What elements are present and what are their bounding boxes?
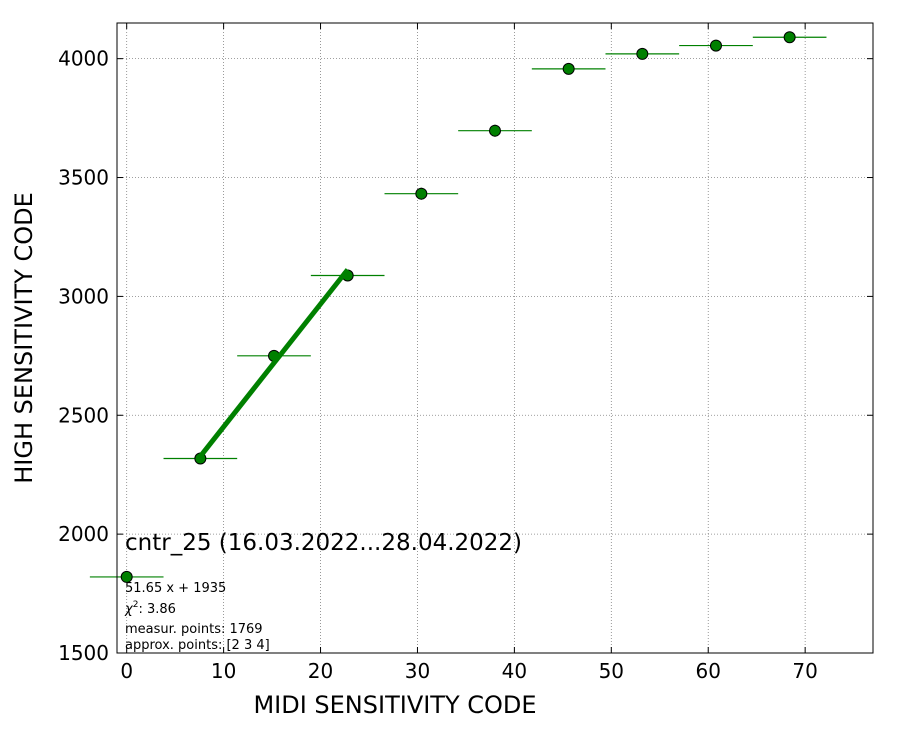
legend-approx-points: approx. points: [2 3 4] (125, 638, 270, 653)
x-tick-label: 50 (599, 659, 624, 683)
legend-measur-points: measur. points: 1769 (125, 622, 263, 637)
chi-value: : 3.86 (138, 602, 175, 617)
plot-frame (116, 22, 874, 654)
legend-fit-text: 51.65 x + 1935 (125, 581, 226, 596)
y-tick-label: 2500 (58, 403, 109, 427)
data-point (636, 47, 649, 60)
fit-line (198, 268, 350, 458)
data-point (709, 39, 722, 52)
y-tick-label: 4000 (58, 47, 109, 71)
y-tick-label: 2000 (58, 522, 109, 546)
grid (117, 23, 873, 654)
legend: cntr_25 (16.03.2022...28.04.2022) 51.65 … (124, 530, 522, 653)
x-tick-label: 40 (502, 659, 527, 683)
x-tick-label: 60 (696, 659, 721, 683)
x-tick-label: 0 (120, 659, 133, 683)
legend-marker (120, 570, 133, 583)
series-points (89, 31, 827, 583)
legend-chi2: χ2: 3.86 (124, 600, 176, 617)
x-tick-label: 20 (308, 659, 333, 683)
x-axis-label: MIDI SENSITIVITY CODE (253, 691, 536, 719)
x-tick-label: 70 (792, 659, 817, 683)
chi-symbol: χ (124, 602, 134, 617)
legend-title: cntr_25 (16.03.2022...28.04.2022) (125, 530, 522, 556)
data-point (562, 62, 575, 75)
x-tick-label: 10 (211, 659, 236, 683)
plot-background (117, 23, 873, 653)
chi-exponent: 2 (133, 600, 139, 610)
data-point (783, 31, 796, 44)
y-tick-label: 3000 (58, 284, 109, 308)
y-tick-label: 3500 (58, 166, 109, 190)
tick-labels: 0 10 20 30 40 50 60 70 1500 2000 2500 3000 3500 4000 (58, 47, 818, 683)
x-tick-label: 30 (405, 659, 430, 683)
data-point (489, 124, 501, 137)
y-axis-label: HIGH SENSITIVITY CODE (10, 192, 38, 484)
y-tick-label: 1500 (58, 641, 109, 665)
fit-line-group (198, 268, 350, 458)
data-point (415, 187, 428, 200)
